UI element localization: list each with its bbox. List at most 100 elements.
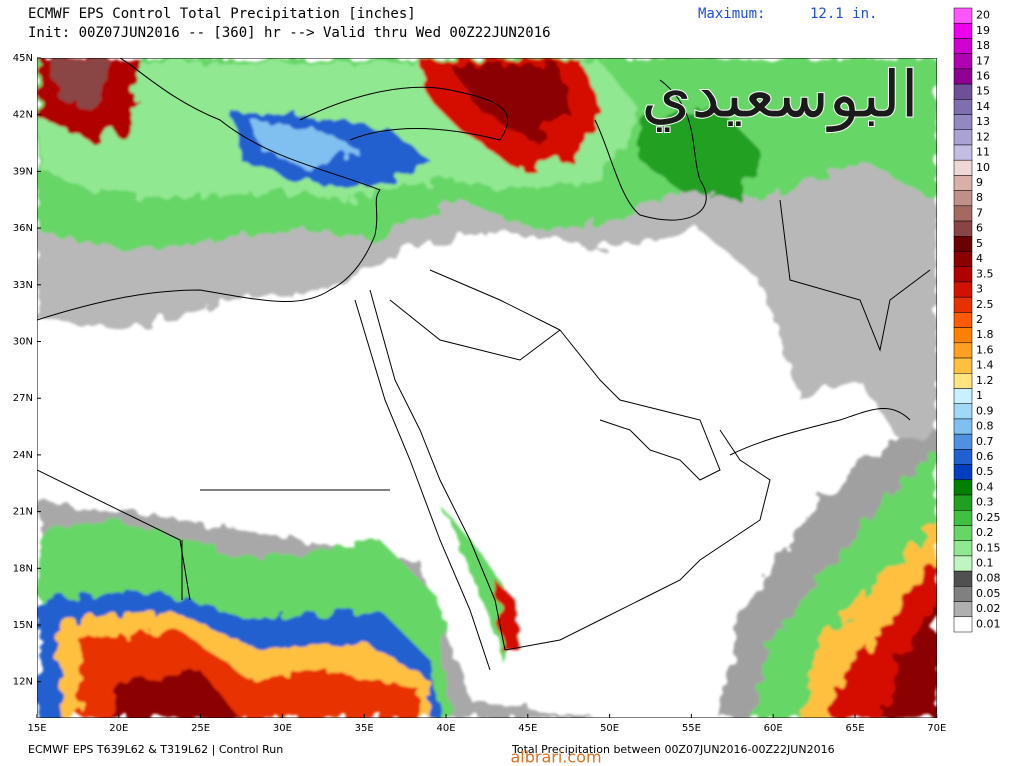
colorbar-label: 2 [976, 313, 983, 326]
lon-label: 30E [273, 723, 292, 734]
colorbar-swatch [953, 296, 973, 313]
colorbar-label: 0.6 [976, 450, 994, 463]
lon-label: 50E [600, 723, 619, 734]
colorbar-swatch [953, 586, 973, 602]
colorbar-label: 13 [976, 115, 990, 128]
colorbar-swatch [953, 418, 973, 435]
colorbar-swatch [953, 83, 973, 100]
lon-label: 65E [845, 723, 864, 734]
site-name: albrari.com [510, 748, 601, 766]
colorbar-swatch [953, 144, 973, 161]
colorbar-swatch [953, 601, 973, 618]
colorbar-label: 0.1 [976, 557, 994, 570]
colorbar-swatch [953, 327, 973, 344]
colorbar-swatch [953, 540, 973, 557]
watermark: البوسعيدي [641, 59, 918, 133]
colorbar-label: 20 [976, 9, 990, 22]
colorbar-label: 0.5 [976, 465, 994, 478]
subtitle: Init: 00Z07JUN2016 -- [360] hr --> Valid… [28, 25, 551, 41]
lon-label: 55E [682, 723, 701, 734]
colorbar-swatch [953, 99, 973, 115]
colorbar-label: 0.05 [976, 587, 1001, 600]
colorbar-swatch [953, 129, 973, 146]
colorbar-label: 10 [976, 161, 990, 174]
colorbar-swatch [953, 616, 973, 633]
colorbar-label: 0.2 [976, 526, 994, 539]
colorbar-label: 0.25 [976, 511, 1001, 524]
colorbar-label: 0.3 [976, 496, 994, 509]
colorbar-swatch [953, 312, 973, 328]
colorbar-swatch [953, 555, 973, 572]
colorbar-label: 8 [976, 191, 983, 204]
lat-label: 18N [13, 563, 33, 574]
colorbar-swatch [953, 342, 973, 359]
colorbar-label: 1.6 [976, 343, 994, 356]
colorbar-swatch [953, 509, 973, 526]
lat-label: 30N [13, 337, 33, 348]
lon-label: 15E [27, 723, 46, 734]
colorbar-swatch [953, 494, 973, 511]
colorbar-label: 11 [976, 146, 990, 159]
colorbar-label: 0.15 [976, 541, 1001, 554]
colorbar-swatch [953, 68, 973, 85]
colorbar-swatch [953, 251, 973, 267]
lat-label: 39N [13, 166, 33, 177]
lon-label: 60E [764, 723, 783, 734]
lat-label: 12N [13, 677, 33, 688]
lat-label: 24N [13, 450, 33, 461]
colorbar-label: 12 [976, 130, 990, 143]
footer-right: Total Precipitation between 00Z07JUN2016… [511, 743, 835, 756]
colorbar-label: 1 [976, 389, 983, 402]
colorbar-swatch [953, 220, 973, 237]
lon-label: 35E [355, 723, 374, 734]
colorbar-swatch [953, 266, 973, 283]
colorbar-label: 1.4 [976, 359, 994, 372]
lat-label: 27N [13, 393, 33, 404]
colorbar-swatch [953, 525, 973, 541]
lon-label: 45E [518, 723, 537, 734]
axis-labels: 45N 42N 39N 36N 33N 30N 27N 24N 21N 18N 15N 12N 15E 2… [13, 53, 947, 734]
maximum-value: 12.1 in. [810, 6, 877, 22]
colorbar-label: 17 [976, 54, 990, 67]
title: ECMWF EPS Control Total Precipitation [i… [28, 6, 416, 22]
colorbar-swatch [953, 205, 973, 222]
colorbar-label: 2.5 [976, 298, 994, 311]
colorbar-label: 9 [976, 176, 983, 189]
lat-label: 21N [13, 507, 33, 518]
colorbar-swatch [953, 7, 973, 24]
colorbar-swatch [953, 464, 973, 481]
colorbar-label: 16 [976, 69, 990, 82]
colorbar-swatch [953, 175, 973, 191]
colorbar-label: 4 [976, 252, 983, 265]
colorbar-label: 19 [976, 24, 990, 37]
lon-label: 20E [109, 723, 128, 734]
colorbar-swatch [953, 570, 973, 587]
colorbar: 20 19 18 17 16 15 14 13 12 11 10 9 8 7 6 5 4 3.5 3 2.5 2 1.8 1… [953, 7, 1001, 633]
colorbar-swatch [953, 236, 973, 252]
lon-label: 40E [436, 723, 455, 734]
footer-left: ECMWF EPS T639L62 & T319L62 | Control Ru… [28, 743, 283, 756]
colorbar-label: 3.5 [976, 267, 994, 280]
colorbar-label: 0.02 [976, 602, 1001, 615]
colorbar-swatch [953, 53, 973, 70]
colorbar-swatch [953, 22, 973, 39]
lon-label: 70E [927, 723, 946, 734]
colorbar-label: 7 [976, 206, 983, 219]
colorbar-label: 14 [976, 100, 990, 113]
maximum-label: Maximum: [698, 6, 765, 22]
colorbar-label: 0.01 [976, 617, 1001, 630]
colorbar-label: 1.8 [976, 328, 994, 341]
lat-label: 33N [13, 280, 33, 291]
lon-label: 25E [191, 723, 210, 734]
colorbar-swatch [953, 114, 973, 131]
colorbar-swatch [953, 433, 973, 450]
colorbar-swatch [953, 373, 973, 389]
colorbar-label: 1.2 [976, 374, 994, 387]
colorbar-label: 0.4 [976, 480, 994, 493]
colorbar-label: 0.08 [976, 572, 1001, 585]
lat-label: 45N [13, 53, 33, 64]
lat-label: 36N [13, 223, 33, 234]
colorbar-label: 0.7 [976, 435, 994, 448]
colorbar-swatch [953, 388, 973, 404]
